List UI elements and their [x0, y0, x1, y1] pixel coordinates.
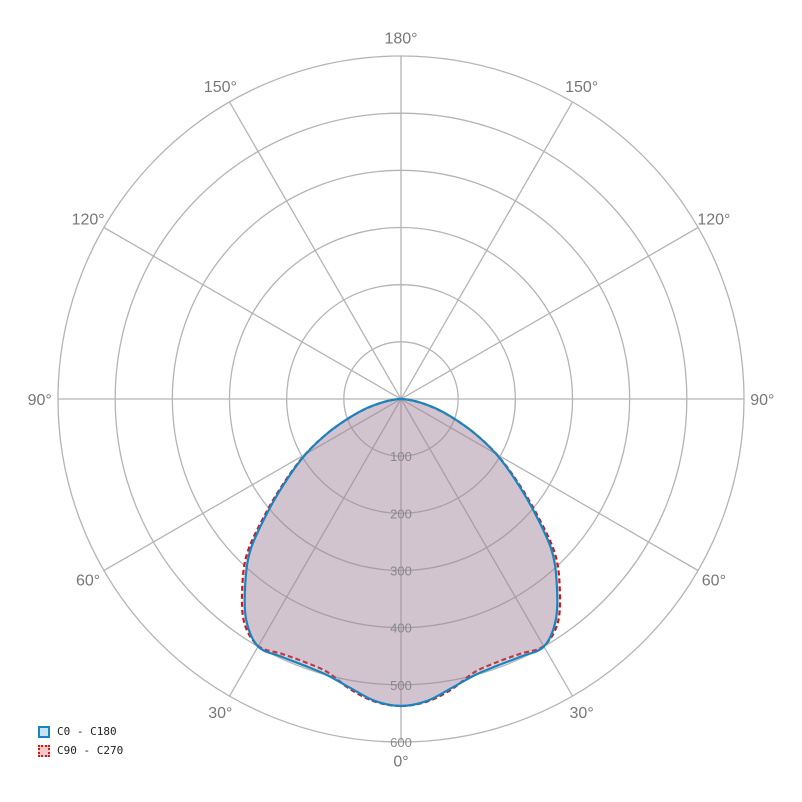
- legend-label: C90 - C270: [57, 744, 124, 757]
- angle-label: 30°: [208, 705, 232, 722]
- radial-tick-label: 100: [390, 449, 412, 464]
- radial-tick-label: 600: [390, 735, 412, 750]
- radial-tick-label: 400: [390, 621, 412, 636]
- angle-label: 0°: [393, 753, 408, 770]
- angle-label: 90°: [28, 392, 52, 409]
- radial-tick-label: 200: [390, 506, 412, 521]
- angle-label: 30°: [570, 705, 594, 722]
- angle-label: 60°: [702, 573, 726, 590]
- series-c0-c180: [243, 397, 559, 708]
- angle-label: 120°: [697, 211, 730, 228]
- radial-tick-label: 300: [390, 564, 412, 579]
- angle-label: 150°: [204, 79, 237, 96]
- angle-label: 150°: [565, 79, 598, 96]
- radial-tick-label: 500: [390, 678, 412, 693]
- angle-label: 180°: [384, 31, 417, 48]
- legend-item-c90-c270[interactable]: C90 - C270: [38, 741, 123, 760]
- angle-label: 120°: [72, 211, 105, 228]
- legend-swatch-c0: [38, 725, 50, 738]
- angle-label: 90°: [750, 392, 774, 409]
- legend-item-c0-c180[interactable]: C0 - C180: [38, 722, 123, 741]
- angle-label: 60°: [76, 573, 100, 590]
- legend: C0 - C180 C90 - C270: [38, 722, 123, 760]
- legend-swatch-c90: [38, 744, 50, 757]
- legend-label: C0 - C180: [57, 725, 117, 738]
